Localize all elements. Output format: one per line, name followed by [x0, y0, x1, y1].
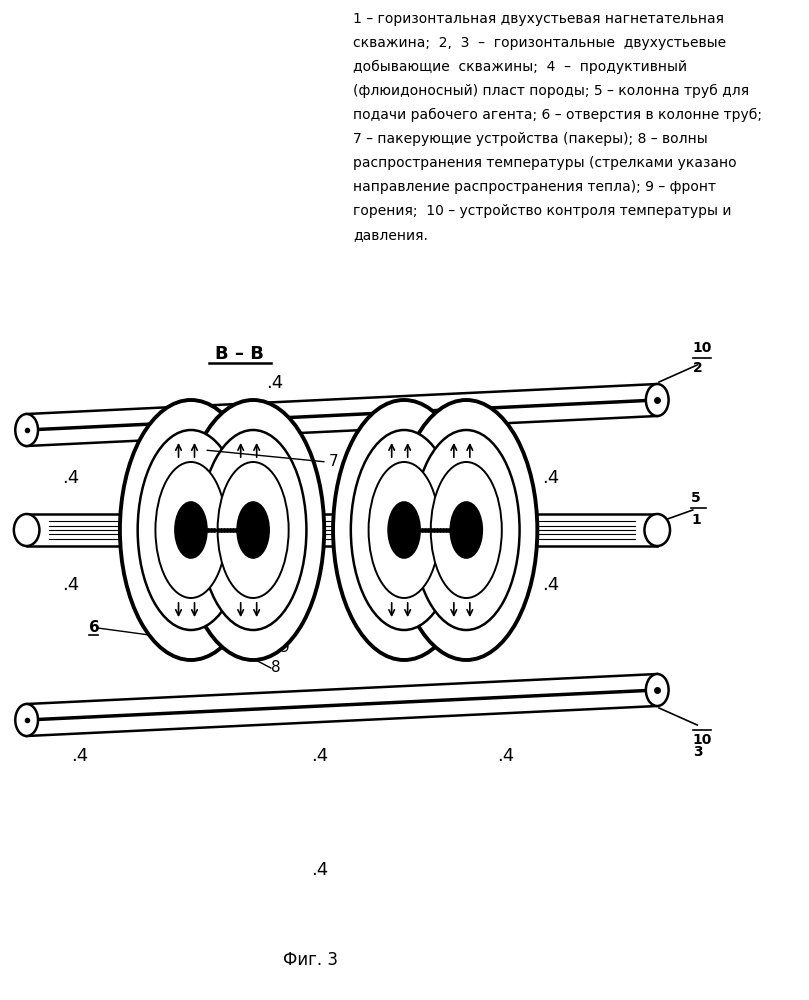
Ellipse shape [155, 462, 227, 598]
Text: 7 – пакерующие устройства (пакеры); 8 – волны: 7 – пакерующие устройства (пакеры); 8 – … [354, 132, 708, 146]
Text: давления.: давления. [354, 228, 428, 242]
Text: 5: 5 [691, 491, 701, 505]
Ellipse shape [369, 462, 439, 598]
Ellipse shape [15, 704, 38, 736]
Text: .4: .4 [71, 747, 88, 765]
Ellipse shape [388, 502, 420, 558]
Text: горения;  10 – устройство контроля температуры и: горения; 10 – устройство контроля темпер… [354, 204, 732, 218]
Text: .4: .4 [542, 576, 559, 594]
Ellipse shape [182, 400, 324, 660]
Ellipse shape [645, 514, 670, 546]
Ellipse shape [218, 462, 289, 598]
Text: 6: 6 [89, 620, 100, 636]
Text: .4: .4 [542, 469, 559, 487]
Ellipse shape [120, 400, 262, 660]
Text: 10: 10 [693, 733, 712, 747]
Ellipse shape [237, 502, 269, 558]
Text: .4: .4 [311, 747, 328, 765]
Text: 1 – горизонтальная двухустьевая нагнетательная: 1 – горизонтальная двухустьевая нагнетат… [354, 12, 725, 26]
Ellipse shape [396, 400, 537, 660]
Text: 7: 7 [328, 454, 338, 470]
Text: .4: .4 [311, 861, 328, 879]
Text: 2: 2 [693, 361, 702, 375]
Ellipse shape [646, 384, 668, 416]
Text: подачи рабочего агента; 6 – отверстия в колонне труб;: подачи рабочего агента; 6 – отверстия в … [354, 108, 763, 122]
Text: 9: 9 [280, 641, 290, 656]
Text: добывающие  скважины;  4  –  продуктивный: добывающие скважины; 4 – продуктивный [354, 60, 688, 74]
Ellipse shape [333, 400, 475, 660]
Text: 1: 1 [691, 513, 701, 527]
Text: .4: .4 [266, 374, 284, 392]
Ellipse shape [15, 414, 38, 446]
Text: (флюидоносный) пласт породы; 5 – колонна труб для: (флюидоносный) пласт породы; 5 – колонна… [354, 84, 750, 98]
Text: скважина;  2,  3  –  горизонтальные  двухустьевые: скважина; 2, 3 – горизонтальные двухусть… [354, 36, 726, 50]
Text: 8: 8 [271, 660, 281, 676]
Ellipse shape [430, 462, 502, 598]
Text: 10: 10 [693, 341, 712, 355]
Text: .4: .4 [498, 747, 515, 765]
Ellipse shape [14, 514, 40, 546]
Ellipse shape [138, 430, 244, 630]
Ellipse shape [175, 502, 207, 558]
Text: Фиг. 3: Фиг. 3 [283, 951, 338, 969]
Ellipse shape [413, 430, 519, 630]
Text: .4: .4 [62, 469, 79, 487]
Ellipse shape [646, 674, 668, 706]
Text: В – В: В – В [215, 345, 265, 363]
Text: .4: .4 [62, 576, 79, 594]
Ellipse shape [351, 430, 457, 630]
Text: распространения температуры (стрелками указано: распространения температуры (стрелками у… [354, 156, 737, 170]
Text: направление распространения тепла); 9 – фронт: направление распространения тепла); 9 – … [354, 180, 717, 194]
Ellipse shape [200, 430, 307, 630]
Text: 3: 3 [693, 745, 702, 759]
Ellipse shape [451, 502, 482, 558]
